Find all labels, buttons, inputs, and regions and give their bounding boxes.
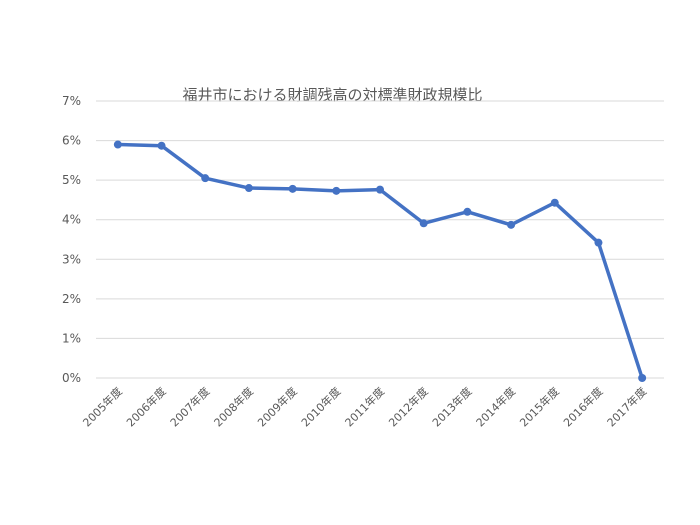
x-tick-label: 2012年度 — [386, 384, 431, 429]
data-point — [419, 219, 428, 228]
chart-title: 福井市における財調残高の対標準財政規模比 — [182, 86, 483, 104]
x-tick-label: 2010年度 — [298, 384, 343, 429]
y-tick-label: 0% — [62, 371, 81, 385]
data-point — [201, 174, 210, 183]
x-tick-label: 2016年度 — [560, 384, 605, 429]
x-tick-label: 2015年度 — [517, 384, 562, 429]
y-tick-label: 6% — [62, 134, 81, 148]
data-point — [244, 184, 253, 193]
data-point — [332, 186, 341, 195]
y-tick-label: 4% — [62, 213, 81, 227]
x-tick-label: 2008年度 — [211, 384, 256, 429]
y-tick-label: 1% — [62, 331, 81, 345]
series-line — [116, 142, 644, 380]
data-point — [288, 184, 297, 193]
data-point — [113, 140, 122, 149]
x-tick-label: 2005年度 — [80, 384, 125, 429]
x-tick-label: 2017年度 — [604, 384, 649, 429]
x-tick-label: 2009年度 — [254, 384, 299, 429]
data-point — [638, 374, 647, 382]
data-point — [550, 198, 559, 207]
x-tick-label: 2013年度 — [429, 384, 474, 429]
y-tick-label: 7% — [62, 94, 81, 108]
x-tick-label: 2011年度 — [342, 384, 387, 429]
x-tick-label: 2007年度 — [167, 384, 212, 429]
data-point — [594, 238, 603, 247]
data-point — [157, 141, 166, 150]
data-point — [463, 207, 472, 216]
x-tick-label: 2014年度 — [473, 384, 518, 429]
x-tick-label: 2006年度 — [123, 384, 168, 429]
y-tick-label: 2% — [62, 292, 81, 306]
y-tick-label: 5% — [62, 173, 81, 187]
data-point — [376, 185, 384, 194]
data-point — [507, 220, 516, 229]
y-tick-label: 3% — [62, 252, 81, 266]
